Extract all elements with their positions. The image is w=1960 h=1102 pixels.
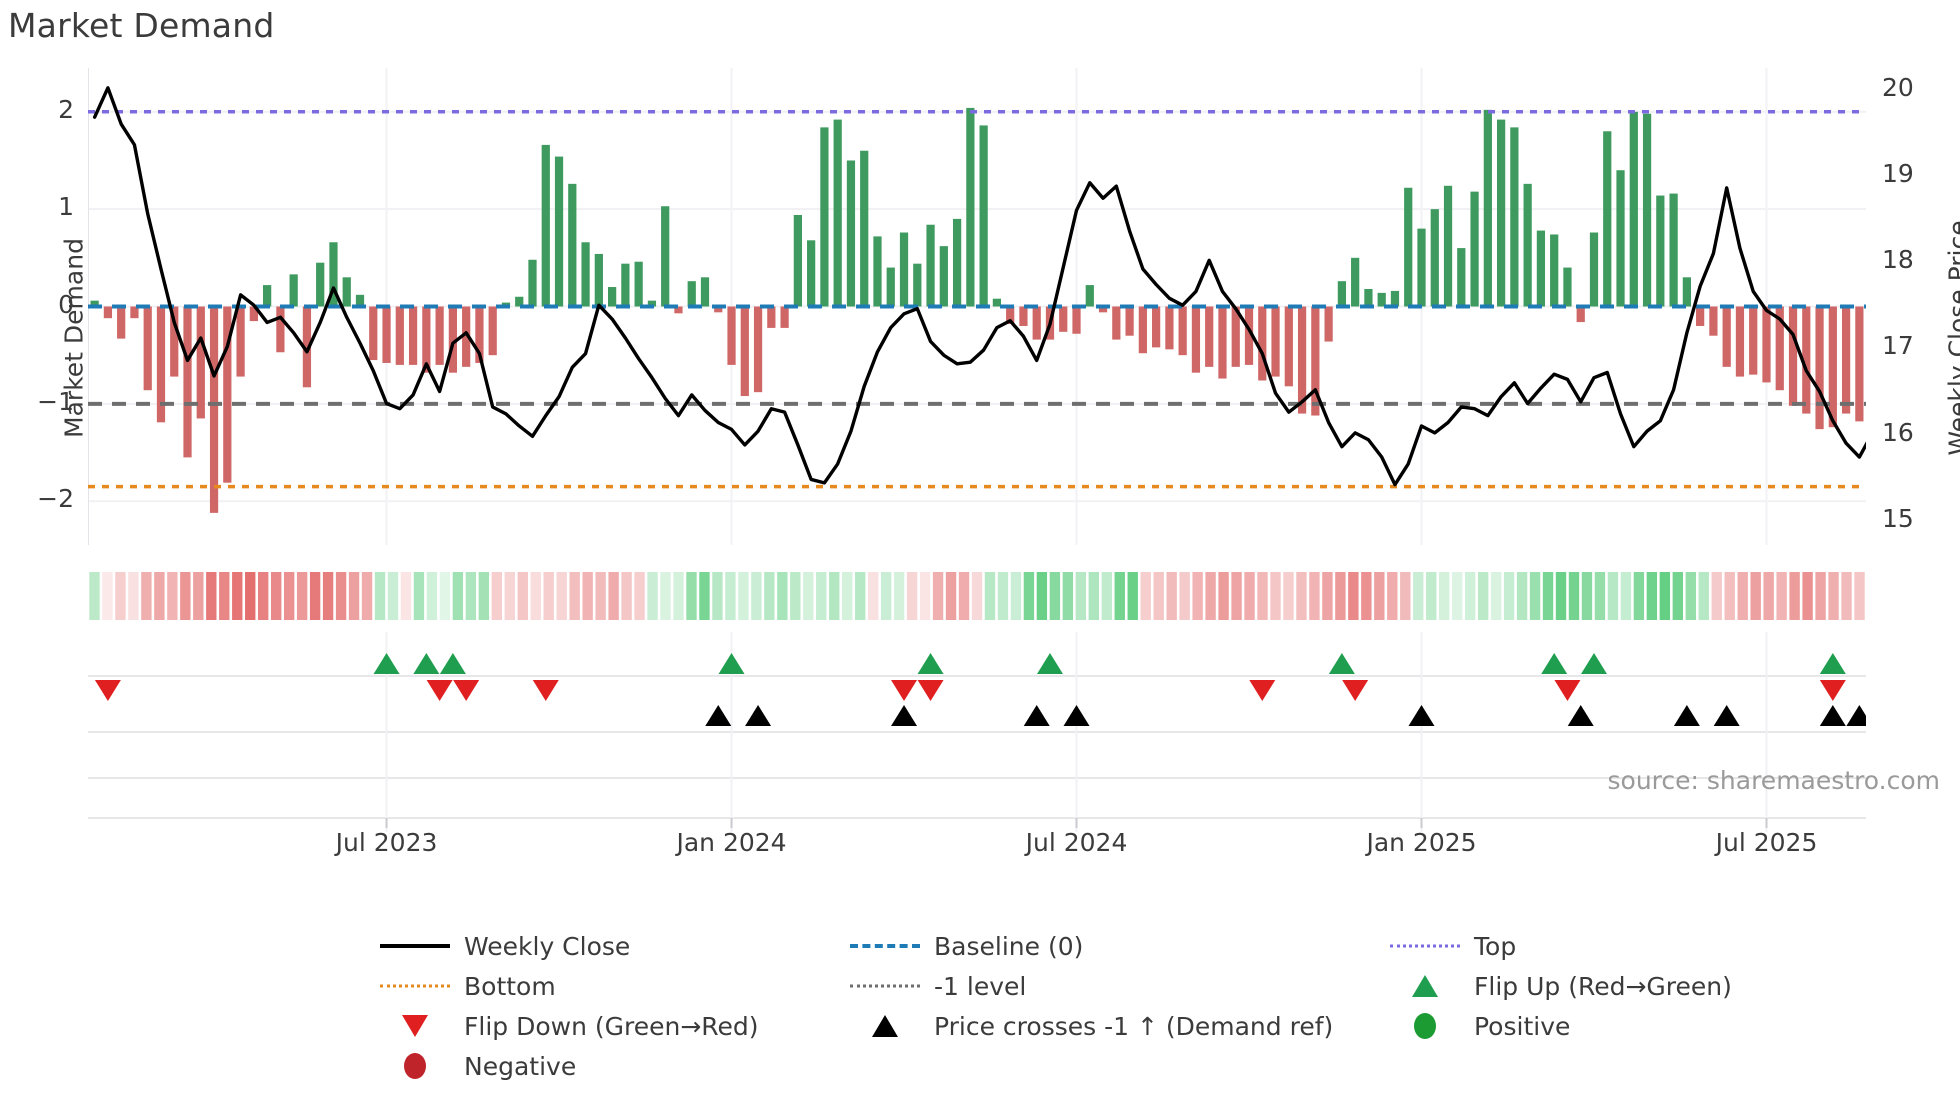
flip-down-marker [532, 679, 559, 701]
legend-label: Bottom [464, 971, 556, 1001]
y-axis-left-tick: 1 [58, 192, 74, 222]
legend-label: Flip Down (Green→Red) [464, 1011, 759, 1041]
legend-item[interactable]: Flip Up (Red→Green) [1386, 970, 1732, 1002]
triangle-up-black-icon [846, 1013, 924, 1039]
price-cross-up-marker [1819, 705, 1846, 727]
price-cross-up-marker [705, 705, 732, 727]
triangle-up-green-icon [1412, 975, 1438, 997]
page-title: Market Demand [8, 6, 275, 45]
top-line-icon [1390, 944, 1460, 948]
y-axis-left-tick: −2 [37, 484, 74, 514]
chart-canvas [88, 68, 1866, 545]
legend-label: Top [1474, 931, 1517, 961]
flip-down-marker [1342, 679, 1369, 701]
price-cross-up-marker [1673, 705, 1700, 727]
y-axis-right-tick: 18 [1882, 245, 1914, 275]
baseline-line-icon [846, 933, 924, 959]
y-axis-right-tick: 16 [1882, 417, 1914, 447]
x-axis-tick: Jul 2024 [1025, 828, 1128, 857]
negative-dot-icon [404, 1053, 426, 1079]
legend-label: Flip Up (Red→Green) [1474, 971, 1732, 1001]
y-axis-left-tick: −1 [37, 386, 74, 416]
minus-one-line-icon [850, 984, 920, 988]
flip-down-marker [94, 679, 121, 701]
chart-legend: Weekly Close Baseline (0) Top Bottom -1 leve… [376, 930, 1732, 1090]
flip-up-marker [413, 653, 440, 675]
negative-dot-icon [376, 1053, 454, 1079]
x-axis-tick: Jul 2025 [1715, 828, 1818, 857]
weekly-close-line-icon [376, 933, 454, 959]
price-cross-up-marker [1567, 705, 1594, 727]
flip-up-marker [1328, 653, 1355, 675]
baseline-line-icon [850, 944, 920, 948]
demand-heatmap-strip [88, 572, 1866, 620]
legend-label: -1 level [934, 971, 1027, 1001]
y-axis-right-tick: 19 [1882, 158, 1914, 188]
flip-down-marker [1554, 679, 1581, 701]
weekly-close-line-icon [380, 944, 450, 948]
legend-item[interactable]: Weekly Close [376, 930, 630, 962]
marker-rows-panel [88, 632, 1873, 832]
flip-up-marker [439, 653, 466, 675]
price-cross-up-marker [1063, 705, 1090, 727]
minus-one-line-icon [846, 973, 924, 999]
legend-item[interactable]: Price crosses -1 ↑ (Demand ref) [846, 1010, 1333, 1042]
legend-item[interactable]: Negative [376, 1050, 576, 1082]
positive-dot-icon [1414, 1013, 1436, 1039]
bottom-line-icon [380, 984, 450, 988]
triangle-down-red-icon [376, 1013, 454, 1039]
y-axis-left-tick: 2 [58, 94, 74, 124]
legend-item[interactable]: Baseline (0) [846, 930, 1083, 962]
y-axis-right-tick: 20 [1882, 72, 1914, 102]
legend-label: Price crosses -1 ↑ (Demand ref) [934, 1011, 1334, 1041]
price-cross-up-marker [1023, 705, 1050, 727]
legend-label: Weekly Close [464, 931, 631, 961]
legend-label: Negative [464, 1051, 577, 1081]
x-axis-tick: Jan 2025 [1366, 828, 1477, 857]
legend-item[interactable]: Bottom [376, 970, 556, 1002]
price-cross-up-marker [1846, 705, 1873, 727]
flip-up-marker [1541, 653, 1568, 675]
price-cross-up-marker [745, 705, 772, 727]
flip-up-marker [917, 653, 944, 675]
price-cross-up-marker [891, 705, 918, 727]
legend-item[interactable]: Positive [1386, 1010, 1570, 1042]
main-chart-panel: Market Demand Weekly Close Price 2 1 0 −1 −2… [37, 68, 1960, 545]
y-axis-right-tick: 15 [1882, 503, 1914, 533]
legend-label: Positive [1474, 1011, 1571, 1041]
flip-down-marker [453, 679, 480, 701]
triangle-down-red-icon [402, 1015, 428, 1037]
flip-down-marker [1819, 679, 1846, 701]
flip-up-marker [373, 653, 400, 675]
legend-item[interactable]: Top [1386, 930, 1516, 962]
flip-up-marker [718, 653, 745, 675]
bottom-line-icon [376, 973, 454, 999]
legend-label: Baseline (0) [934, 931, 1084, 961]
legend-item[interactable]: Flip Down (Green→Red) [376, 1010, 759, 1042]
x-axis-tick: Jul 2023 [335, 828, 438, 857]
x-axis-tick: Jan 2024 [676, 828, 787, 857]
price-cross-up-marker [1713, 705, 1740, 727]
triangle-up-green-icon [1386, 973, 1464, 999]
flip-up-marker [1036, 653, 1063, 675]
y-axis-left-tick: 0 [58, 289, 74, 319]
flip-down-marker [891, 679, 918, 701]
flip-down-marker [917, 679, 944, 701]
flip-up-marker [1819, 653, 1846, 675]
source-note: source: sharemaestro.com [1607, 766, 1941, 795]
flip-down-marker [426, 679, 453, 701]
flip-up-marker [1580, 653, 1607, 675]
y-axis-right-tick: 17 [1882, 331, 1914, 361]
price-cross-up-marker [1408, 705, 1435, 727]
legend-item[interactable]: -1 level [846, 970, 1026, 1002]
flip-down-marker [1249, 679, 1276, 701]
positive-dot-icon [1386, 1013, 1464, 1039]
top-line-icon [1386, 933, 1464, 959]
triangle-up-black-icon [872, 1015, 898, 1037]
right-axis-label: Weekly Close Price [1943, 220, 1960, 456]
